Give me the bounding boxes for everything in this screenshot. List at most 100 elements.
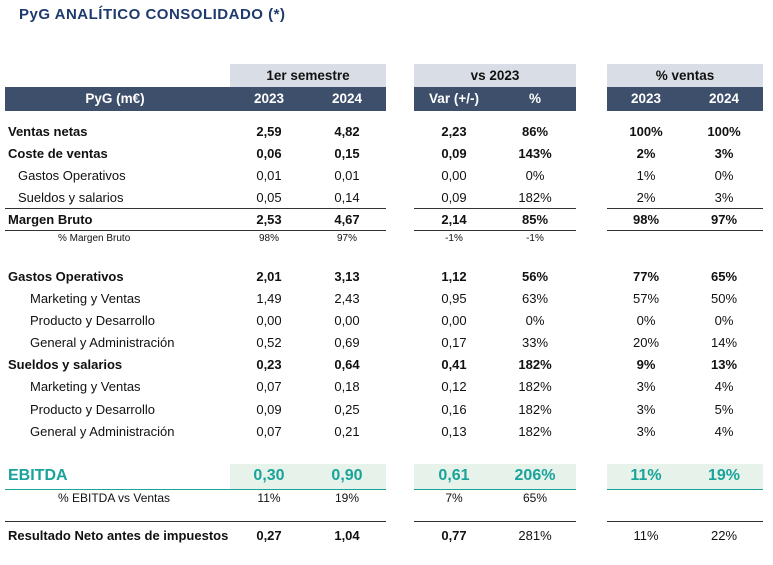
- cell: 0,16: [441, 402, 467, 417]
- cell: 0,95: [441, 291, 467, 306]
- cell: 98%: [632, 212, 660, 227]
- cell: 0,14: [334, 190, 360, 205]
- cell: 11%: [257, 491, 281, 505]
- cell: 19%: [707, 467, 741, 484]
- cell: 0,77: [441, 528, 467, 543]
- cell: 1,12: [441, 269, 467, 284]
- cell: 0,09: [441, 146, 467, 161]
- cell: 182%: [518, 379, 552, 394]
- cell: 0,64: [334, 357, 360, 372]
- divider: [414, 489, 576, 490]
- cell: 1%: [636, 168, 656, 183]
- cell: 0,23: [256, 357, 282, 372]
- cell: 0,00: [441, 313, 467, 328]
- cell: 13%: [710, 357, 738, 372]
- group-header-vs: vs 2023: [414, 64, 576, 87]
- group-header-ventas: % ventas: [607, 64, 763, 87]
- cell: 0,07: [256, 379, 282, 394]
- cell: 2,43: [334, 291, 360, 306]
- row-label: General y Administración: [30, 335, 175, 350]
- cell: 0%: [714, 313, 734, 328]
- cell: 4,67: [334, 212, 360, 227]
- header-col-2023: 2023: [253, 91, 285, 106]
- cell: 2,53: [256, 212, 282, 227]
- cell: 0,15: [334, 146, 360, 161]
- cell: 281%: [518, 528, 552, 543]
- header-col-pct: %: [528, 91, 541, 106]
- cell: 3%: [714, 190, 734, 205]
- cell: 2%: [636, 146, 656, 161]
- header-col-ventas-2023: 2023: [630, 91, 662, 106]
- cell: 2,59: [256, 124, 282, 139]
- divider: [607, 489, 763, 490]
- cell: 7%: [445, 491, 463, 505]
- divider: [5, 230, 386, 231]
- row-label: Marketing y Ventas: [30, 291, 141, 306]
- cell: 77%: [632, 269, 660, 284]
- cell: 11%: [630, 467, 662, 484]
- cell: 2,14: [441, 212, 467, 227]
- cell: 0,52: [256, 335, 282, 350]
- cell: 0,41: [441, 357, 467, 372]
- cell: 143%: [518, 146, 552, 161]
- ebitda-highlight: [607, 464, 763, 489]
- divider: [607, 230, 763, 231]
- cell: 0%: [714, 168, 734, 183]
- divider: [607, 208, 763, 209]
- row-label: Sueldos y salarios: [18, 190, 124, 205]
- row-label: Producto y Desarrollo: [30, 402, 155, 417]
- cell: 63%: [521, 291, 549, 306]
- page-title: PyG ANALÍTICO CONSOLIDADO (*): [19, 6, 286, 23]
- divider: [5, 489, 386, 490]
- cell: 2,01: [256, 269, 282, 284]
- cell: 0,13: [441, 424, 467, 439]
- cell: 3%: [636, 424, 656, 439]
- cell: 0,90: [331, 467, 363, 484]
- cell: 22%: [710, 528, 738, 543]
- cell: 0,30: [253, 467, 285, 484]
- row-label: Coste de ventas: [8, 146, 108, 161]
- cell: 206%: [514, 467, 556, 484]
- cell: 182%: [518, 402, 552, 417]
- cell: 4%: [714, 424, 734, 439]
- divider: [414, 208, 576, 209]
- divider: [607, 521, 763, 522]
- cell: 3%: [636, 379, 656, 394]
- cell: 85%: [521, 212, 549, 227]
- row-label: % EBITDA vs Ventas: [58, 491, 171, 505]
- cell: 57%: [632, 291, 660, 306]
- cell: 0,17: [441, 335, 467, 350]
- cell: 0%: [525, 168, 545, 183]
- cell: 0%: [525, 313, 545, 328]
- cell: 3%: [714, 146, 734, 161]
- cell: 11%: [633, 528, 659, 543]
- cell: 0,09: [441, 190, 467, 205]
- cell: 20%: [632, 335, 660, 350]
- cell: 86%: [521, 124, 549, 139]
- cell: 0,25: [334, 402, 360, 417]
- row-label: Sueldos y salarios: [8, 357, 123, 372]
- divider: [414, 521, 576, 522]
- cell: 50%: [710, 291, 738, 306]
- row-label: Gastos Operativos: [8, 269, 124, 284]
- cell: 5%: [714, 402, 734, 417]
- cell: 9%: [636, 357, 656, 372]
- cell: 0%: [636, 313, 656, 328]
- cell: 0,01: [334, 168, 360, 183]
- cell: 0,01: [256, 168, 282, 183]
- cell: 33%: [521, 335, 549, 350]
- cell: 0,06: [256, 146, 282, 161]
- divider: [5, 521, 386, 522]
- divider: [414, 230, 576, 231]
- group-header-semestre: 1er semestre: [230, 64, 386, 87]
- cell: 2%: [636, 190, 656, 205]
- cell: -1%: [445, 233, 463, 244]
- row-label: Marketing y Ventas: [30, 379, 141, 394]
- cell: 4%: [714, 379, 734, 394]
- cell: 0,18: [334, 379, 360, 394]
- row-label: Producto y Desarrollo: [30, 313, 155, 328]
- cell: 2,23: [441, 124, 467, 139]
- cell: 56%: [521, 269, 549, 284]
- row-label: EBITDA: [8, 467, 68, 484]
- cell: 3%: [636, 402, 656, 417]
